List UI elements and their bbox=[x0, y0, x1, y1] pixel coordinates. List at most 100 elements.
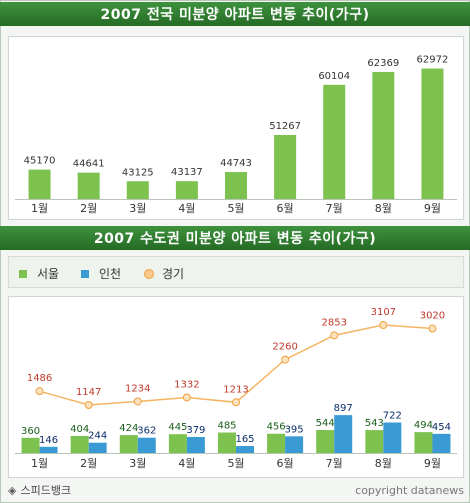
chart1-panel: 45170 1월 44641 2월 43125 3월 43137 4월 44743 5월 51267… bbox=[8, 36, 464, 220]
incheon-value-label: 379 bbox=[186, 425, 205, 436]
gyeonggi-point bbox=[281, 355, 290, 364]
seoul-bar bbox=[119, 435, 138, 453]
chart1-bar bbox=[421, 68, 444, 199]
chart1-x-tick: 6월 bbox=[277, 202, 294, 215]
gyeonggi-point bbox=[428, 324, 437, 333]
gyeonggi-value-label: 1332 bbox=[174, 379, 199, 390]
incheon-value-label: 362 bbox=[137, 426, 156, 437]
seoul-bar bbox=[414, 432, 433, 453]
gyeonggi-point bbox=[35, 387, 44, 396]
seoul-value-label: 360 bbox=[21, 426, 40, 437]
chart1-x-tick: 8월 bbox=[375, 202, 392, 215]
legend-item-seoul: 서울 bbox=[19, 265, 59, 282]
gyeonggi-point bbox=[232, 398, 240, 407]
chart2-title: 2007 수도권 미분양 아파트 변동 추이(가구) bbox=[0, 226, 470, 250]
chart1-bar bbox=[77, 172, 100, 199]
incheon-bar bbox=[39, 446, 58, 453]
seoul-bar bbox=[218, 432, 236, 453]
chart1-x-tick: 9월 bbox=[424, 202, 441, 215]
chart2-x-tick: 6월 bbox=[277, 457, 294, 470]
chart1-value-label: 44641 bbox=[73, 159, 105, 170]
seoul-bar bbox=[70, 435, 89, 453]
chart1-title: 2007 전국 미분양 아파트 변동 추이(가구) bbox=[0, 2, 470, 26]
gyeonggi-value-label: 2853 bbox=[321, 317, 346, 328]
chart2-x-tick: 7월 bbox=[326, 457, 343, 470]
gyeonggi-value-label: 1486 bbox=[27, 373, 52, 384]
gyeonggi-value-label: 2260 bbox=[272, 342, 297, 353]
chart1-x-tick: 4월 bbox=[178, 202, 195, 215]
incheon-bar bbox=[334, 415, 353, 453]
incheon-value-label: 454 bbox=[432, 422, 451, 433]
chart1-value-label: 62369 bbox=[367, 58, 399, 69]
seoul-value-label: 404 bbox=[70, 424, 89, 435]
chart1-value-label: 43137 bbox=[171, 167, 203, 178]
chart1-x-tick: 3월 bbox=[129, 202, 146, 215]
incheon-bar bbox=[186, 436, 205, 453]
incheon-value-label: 165 bbox=[235, 434, 254, 445]
chart1-x-tick: 7월 bbox=[326, 202, 343, 215]
gyeonggi-value-label: 3107 bbox=[371, 307, 396, 318]
legend-swatch-seoul bbox=[19, 269, 27, 278]
gyeonggi-point bbox=[133, 397, 142, 406]
seoul-bar bbox=[168, 434, 187, 453]
chart1-value-label: 43125 bbox=[122, 167, 154, 178]
copyright-label: copyright datanews bbox=[355, 484, 464, 497]
incheon-bar bbox=[285, 436, 304, 453]
chart2-x-tick: 4월 bbox=[178, 457, 195, 470]
incheon-value-label: 897 bbox=[334, 403, 353, 414]
gyeonggi-point bbox=[84, 401, 93, 409]
gyeonggi-value-label: 1147 bbox=[76, 387, 101, 398]
source-note: ◈ 스피드뱅크 bbox=[8, 482, 71, 498]
seoul-bar bbox=[267, 433, 286, 453]
legend-label-seoul: 서울 bbox=[37, 267, 60, 281]
chart1-bar bbox=[225, 172, 247, 199]
incheon-value-label: 722 bbox=[383, 411, 402, 422]
incheon-bar bbox=[432, 433, 451, 453]
chart1-bar bbox=[175, 181, 198, 199]
seoul-value-label: 445 bbox=[168, 422, 187, 433]
chart1-bar bbox=[372, 71, 395, 199]
chart2-x-tick: 9월 bbox=[424, 457, 441, 470]
chart1-bar bbox=[274, 135, 297, 199]
incheon-bar bbox=[88, 442, 107, 453]
chart1-bar bbox=[323, 84, 346, 199]
seoul-value-label: 424 bbox=[119, 423, 138, 434]
chart2-x-tick: 3월 bbox=[129, 457, 146, 470]
chart1-x-tick: 1월 bbox=[31, 202, 48, 215]
legend-marker-gyeonggi bbox=[144, 268, 154, 279]
seoul-value-label: 494 bbox=[414, 420, 433, 431]
chart1-x-tick: 5월 bbox=[227, 202, 244, 215]
gyeonggi-value-label: 3020 bbox=[420, 311, 445, 322]
incheon-bar bbox=[383, 422, 402, 453]
chart1-value-label: 62972 bbox=[417, 55, 449, 66]
legend-item-gyeonggi: 경기 bbox=[144, 265, 184, 282]
incheon-bar bbox=[137, 437, 156, 453]
chart1-value-label: 51267 bbox=[269, 121, 301, 132]
chart2-x-tick: 5월 bbox=[227, 457, 244, 470]
seoul-value-label: 544 bbox=[316, 418, 335, 429]
gyeonggi-point bbox=[330, 331, 339, 340]
incheon-value-label: 244 bbox=[88, 431, 107, 442]
chart2-panel: 360 146 1월 404 244 2월 424 362 3월 445 379 4월 485 165 5월… bbox=[8, 296, 464, 478]
chart2-legend: 서울 인천 경기 bbox=[8, 256, 464, 288]
seoul-value-label: 485 bbox=[217, 421, 236, 432]
seoul-bar bbox=[316, 430, 335, 453]
chart1-value-label: 45170 bbox=[24, 156, 56, 167]
source-label: 스피드뱅크 bbox=[20, 484, 72, 497]
legend-swatch-incheon bbox=[81, 269, 89, 278]
chart1-value-label: 44743 bbox=[220, 158, 252, 169]
seoul-bar bbox=[365, 430, 384, 453]
seoul-bar bbox=[21, 437, 40, 453]
chart1-bar bbox=[28, 169, 51, 199]
incheon-value-label: 395 bbox=[285, 424, 304, 435]
chart1-svg: 45170 1월 44641 2월 43125 3월 43137 4월 44743 5월 51267… bbox=[15, 55, 457, 215]
gyeonggi-point bbox=[379, 321, 388, 329]
chart1-value-label: 60104 bbox=[318, 71, 350, 82]
chart2-x-tick: 2월 bbox=[80, 457, 97, 470]
chart1-bar bbox=[126, 181, 149, 199]
legend-label-gyeonggi: 경기 bbox=[162, 267, 185, 281]
gyeonggi-value-label: 1234 bbox=[125, 383, 150, 394]
seoul-value-label: 456 bbox=[267, 422, 286, 433]
incheon-bar bbox=[236, 446, 254, 453]
